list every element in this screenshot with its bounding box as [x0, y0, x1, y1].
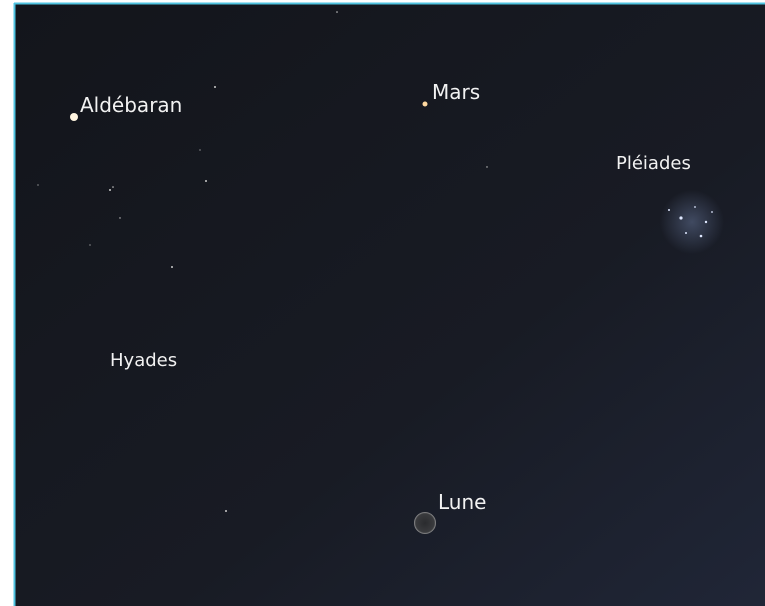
label-moon: Lune: [438, 490, 486, 514]
label-aldebaran: Aldébaran: [80, 93, 182, 117]
moon: [414, 512, 436, 534]
label-mars: Mars: [432, 80, 480, 104]
label-hyades: Hyades: [110, 350, 177, 371]
sky-view: Aldébaran Mars Pléiades Hyades Lune: [0, 0, 765, 606]
mars-planet: [423, 102, 428, 107]
aldebaran-star: [70, 113, 78, 121]
label-pleiades: Pléiades: [616, 153, 691, 174]
pleiades-cluster: [660, 190, 724, 254]
